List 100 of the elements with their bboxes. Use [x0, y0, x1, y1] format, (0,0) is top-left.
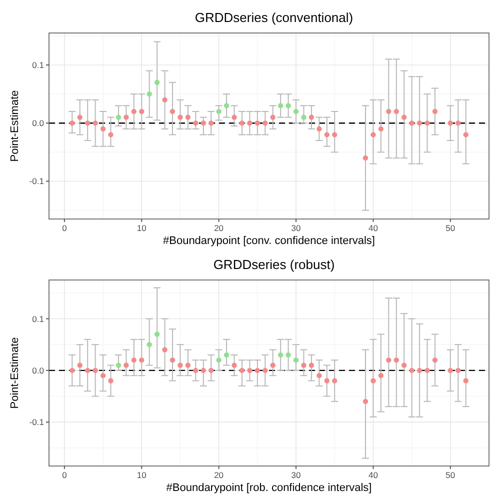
point: [131, 108, 137, 114]
point: [162, 347, 168, 352]
point: [324, 132, 330, 138]
point: [278, 352, 284, 358]
point: [286, 352, 291, 358]
point: [308, 362, 314, 368]
y-axis-title: Point-Estimate: [9, 337, 21, 409]
point: [463, 378, 468, 384]
point: [378, 372, 384, 378]
point: [92, 368, 98, 374]
point: [178, 114, 183, 120]
x-tick-label: 0: [62, 223, 68, 233]
point: [92, 120, 98, 126]
point: [139, 357, 144, 363]
point: [170, 357, 176, 363]
point: [108, 132, 114, 138]
point: [232, 114, 237, 120]
point: [84, 368, 90, 374]
point: [116, 362, 122, 368]
point: [139, 108, 144, 114]
point: [394, 357, 399, 363]
point: [301, 114, 306, 120]
point: [370, 378, 376, 384]
point: [200, 368, 206, 374]
point: [100, 372, 106, 378]
point: [146, 342, 152, 348]
point: [77, 362, 82, 368]
point: [424, 120, 430, 126]
point: [409, 368, 414, 374]
point: [332, 132, 338, 138]
point: [386, 357, 392, 363]
point: [324, 378, 330, 384]
point: [185, 114, 191, 120]
point: [293, 108, 299, 114]
x-axis-title: #Boundarypoint [conv. confidence intervals]: [163, 235, 375, 247]
point: [463, 132, 468, 138]
y-axis-title: Point-Estimate: [9, 90, 21, 162]
point: [424, 368, 430, 374]
point: [316, 126, 322, 132]
point: [448, 120, 454, 126]
point: [70, 368, 75, 374]
point: [162, 97, 168, 102]
point: [370, 132, 376, 138]
y-tick-label: -0.1: [29, 176, 44, 186]
x-tick-label: 50: [446, 223, 456, 233]
point: [362, 155, 368, 161]
point: [278, 103, 284, 108]
point: [216, 108, 222, 114]
point: [362, 398, 368, 404]
point: [332, 378, 338, 384]
point: [270, 362, 276, 368]
point: [208, 368, 214, 374]
point: [394, 108, 399, 114]
x-tick-label: 10: [136, 470, 147, 480]
y-tick-label: -0.1: [29, 417, 44, 428]
point: [124, 362, 129, 368]
point: [301, 362, 306, 368]
point: [200, 120, 206, 126]
chart-title: GRDDseries (robust): [213, 257, 335, 272]
x-axis-title: #Boundarypoint [rob. confidence intervals]: [166, 482, 372, 494]
y-tick-label: 0.0: [32, 365, 44, 376]
point: [178, 362, 183, 368]
point: [247, 368, 252, 374]
point: [154, 80, 160, 86]
point: [432, 357, 438, 363]
point: [146, 91, 152, 97]
x-tick-label: 20: [214, 470, 224, 480]
point: [270, 114, 276, 120]
x-tick-label: 0: [62, 470, 68, 480]
point: [70, 120, 75, 126]
point: [185, 362, 191, 368]
x-tick-label: 40: [368, 223, 378, 233]
x-tick-label: 30: [291, 470, 302, 480]
chart-title: GRDDseries (conventional): [194, 10, 354, 25]
point: [409, 120, 414, 126]
point: [170, 108, 176, 114]
x-tick-label: 20: [214, 223, 224, 233]
point: [232, 362, 237, 368]
x-tick-label: 40: [368, 470, 378, 480]
point: [239, 120, 245, 126]
x-tick-label: 50: [446, 470, 456, 480]
point: [416, 368, 422, 374]
point: [193, 120, 198, 126]
point: [254, 368, 260, 374]
point: [401, 114, 407, 120]
point: [108, 378, 114, 384]
point: [254, 120, 260, 126]
point: [77, 114, 82, 120]
point: [432, 108, 438, 114]
x-tick-label: 30: [291, 223, 302, 233]
point: [193, 368, 198, 374]
point: [84, 120, 90, 126]
y-tick-label: 0.1: [32, 60, 44, 70]
point: [131, 357, 137, 363]
point: [116, 114, 122, 120]
point: [208, 120, 214, 126]
point: [308, 114, 314, 120]
point: [100, 126, 106, 132]
point: [124, 114, 129, 120]
point: [154, 332, 160, 337]
